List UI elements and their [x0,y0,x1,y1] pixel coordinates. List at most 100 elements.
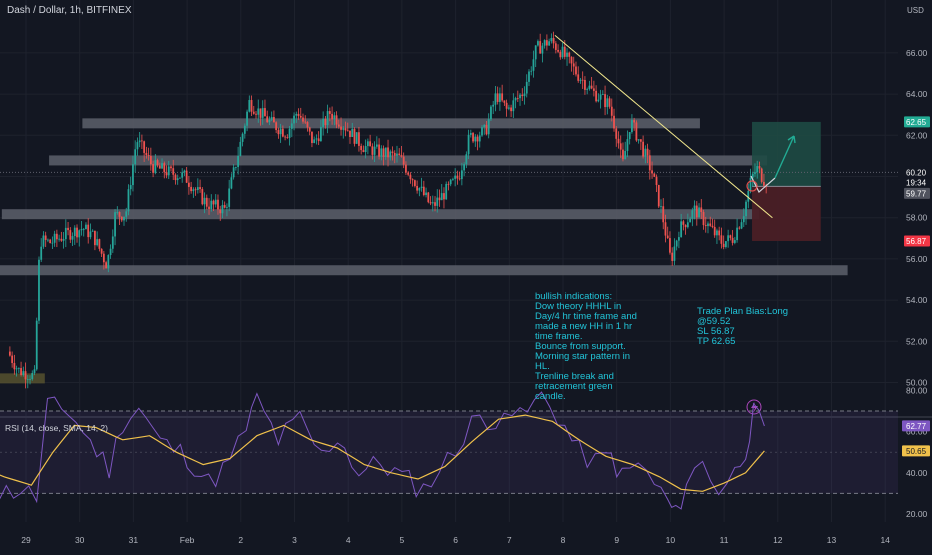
candle-body [203,197,206,205]
candle-body [657,184,660,207]
price-marker-label: 19:34 [906,178,927,187]
candle-body [648,155,651,171]
candle-body [566,52,568,57]
time-tick-label: 7 [507,535,512,545]
candle-body [172,168,175,175]
price-marker-bg [904,235,930,247]
candle-body [109,248,112,256]
candle-body [713,226,716,236]
candle-body [695,205,698,218]
candle-body [264,108,266,117]
candle-body [693,205,696,211]
candle-body [279,128,282,135]
candle-body [512,100,515,112]
candle-body [73,227,76,237]
candle-body [161,163,163,169]
candle-body [31,372,34,380]
candle-body [35,320,38,370]
candle-body [208,206,210,210]
candle-body [317,138,320,142]
candle-body [622,149,624,160]
candle-body [416,185,419,191]
candle-body [503,100,506,103]
price-tick-label: 52.00 [906,336,928,346]
candle-body [469,133,472,135]
candle-body [364,146,367,152]
candle-body [393,152,396,156]
candle-body [187,182,190,187]
candle-body [223,205,226,208]
candle-body [684,224,687,228]
candle-body [534,45,537,60]
candle-body [111,236,114,249]
candle-body [181,172,184,178]
candle-body [257,108,260,115]
candle-body [286,137,289,139]
candle-body [675,240,678,247]
candle-body [458,178,461,180]
candle-body [351,128,354,137]
candle-body [154,160,157,173]
candle-body [129,185,132,190]
candle-body [756,166,759,173]
candle-body [680,221,683,238]
rsi-line [0,391,765,510]
candle-body [89,231,92,238]
candle-body [586,88,589,90]
candle-body [443,193,445,200]
candle-body [94,230,96,246]
candle-body [431,202,434,204]
candle-body [190,186,193,192]
candle-body [277,130,280,135]
candle-body [328,111,331,114]
candle-body [194,189,197,191]
candle-body [58,238,61,240]
candle-body [342,128,345,130]
candle-body [114,212,116,237]
candle-body [62,239,65,241]
candle-body [382,148,385,157]
candle-body [429,202,432,204]
candle-body [299,115,302,118]
candle-body [449,179,452,185]
lightning-icon [746,399,762,415]
candle-body [474,136,477,142]
candle-body [686,222,689,228]
candle-body [315,138,318,140]
candle-body [293,115,295,124]
candle-body [604,94,606,108]
candle-body [505,102,508,109]
candle-body [584,80,586,90]
candle-body [369,141,372,147]
time-tick-label: 29 [21,535,31,545]
candle-body [371,146,374,155]
candle-body [147,154,150,156]
candle-body [530,70,533,72]
candle-body [438,197,441,201]
candle-body [592,88,595,91]
candle-body [76,227,78,238]
candle-body [660,206,662,208]
candle-body [543,40,546,46]
candle-body [266,116,269,123]
currency-label: USD [907,6,924,15]
candle-body [270,117,273,120]
candle-body [98,239,101,249]
candle-body [554,43,557,50]
rsi-tick-label: 40.00 [906,468,928,478]
candle-body [561,46,564,58]
candle-body [597,99,600,102]
candle-body [217,199,219,210]
candle-body [590,85,593,89]
candle-body [669,238,671,253]
candle-body [460,170,463,180]
candle-body [67,227,69,231]
time-tick-label: 10 [666,535,676,545]
candle-body [232,167,235,178]
candle-body [346,130,349,132]
candle-body [250,100,253,112]
candle-body [17,368,20,369]
candle-body [711,225,714,227]
candle-body [716,230,718,236]
